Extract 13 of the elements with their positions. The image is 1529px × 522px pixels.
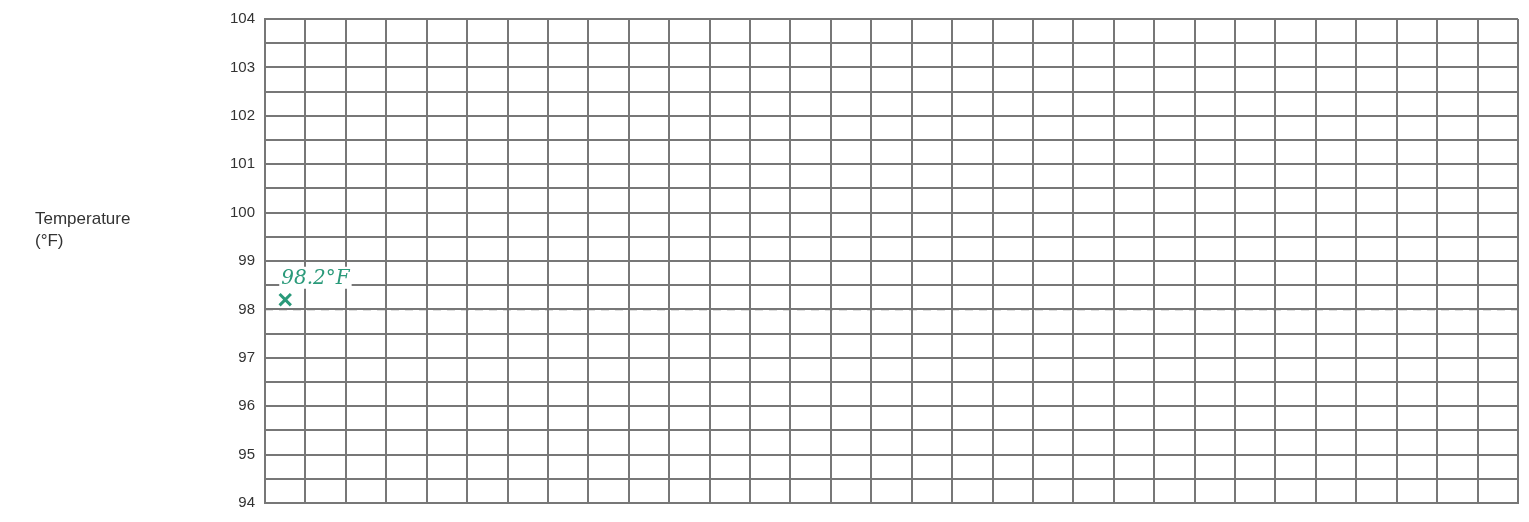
y-tick-label: 99 (238, 251, 256, 269)
y-tick-label: 101 (230, 154, 256, 172)
y-tick-label: 103 (230, 57, 256, 75)
y-tick-label: 94 (238, 493, 256, 511)
y-tick-label: 100 (230, 202, 256, 220)
y-tick-label: 98 (238, 299, 256, 317)
y-tick-label: 96 (238, 396, 256, 414)
y-tick-label: 102 (230, 105, 256, 123)
y-tick-label: 104 (230, 9, 256, 27)
y-tick-label: 95 (238, 444, 256, 462)
annotation: 98.2°F (281, 264, 351, 289)
text: Temperature (°F) (35, 208, 132, 252)
y-tick-label: 97 (238, 347, 256, 365)
